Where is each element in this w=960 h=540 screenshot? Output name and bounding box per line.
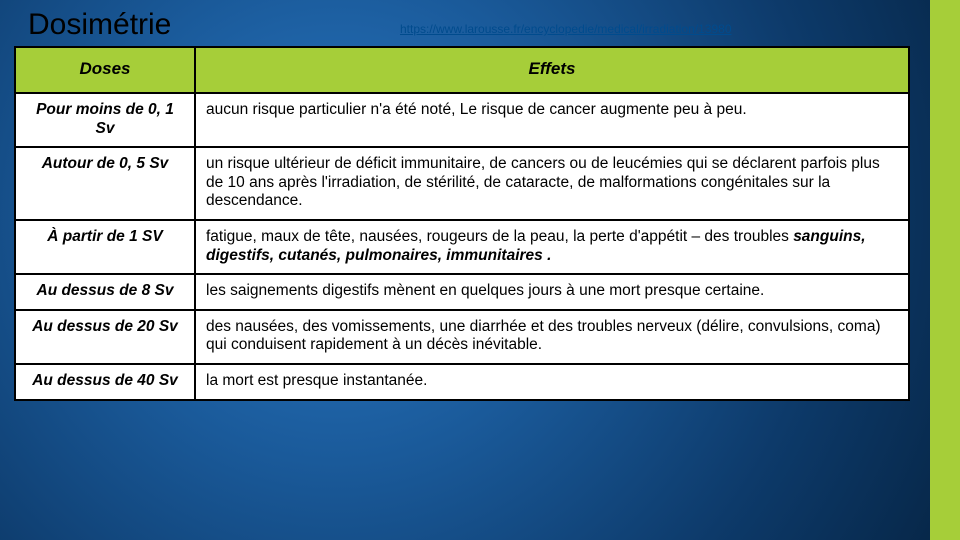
table-row: Au dessus de 40 Sv la mort est presque in… [15, 364, 909, 400]
effect-text: la mort est presque instantanée. [206, 372, 427, 389]
effect-cell: les saignements digestifs mènent en quel… [195, 274, 909, 310]
effect-cell: un risque ultérieur de déficit immunitai… [195, 147, 909, 220]
effect-cell: des nausées, des vomissements, une diarr… [195, 310, 909, 364]
effect-text: des nausées, des vomissements, une diarr… [206, 318, 881, 354]
effect-text: fatigue, maux de tête, nausées, rougeurs… [206, 228, 793, 245]
col-effets: Effets [195, 47, 909, 93]
table-header-row: Doses Effets [15, 47, 909, 93]
effect-cell: la mort est presque instantanée. [195, 364, 909, 400]
effect-cell: aucun risque particulier n'a été noté, L… [195, 93, 909, 147]
effect-text: les saignements digestifs mènent en quel… [206, 282, 764, 299]
dosimetry-table: Doses Effets Pour moins de 0, 1 Sv aucun … [14, 46, 910, 401]
effect-cell: fatigue, maux de tête, nausées, rougeurs… [195, 220, 909, 274]
table-row: Au dessus de 20 Sv des nausées, des vomis… [15, 310, 909, 364]
dose-cell: À partir de 1 SV [15, 220, 195, 274]
source-link[interactable]: https://www.larousse.fr/encyclopedie/med… [400, 22, 732, 36]
header: Dosimétrie https://www.larousse.fr/encyc… [0, 0, 960, 46]
accent-bar [930, 0, 960, 540]
col-doses: Doses [15, 47, 195, 93]
dose-cell: Au dessus de 8 Sv [15, 274, 195, 310]
table-row: Autour de 0, 5 Svun risque ultérieur de … [15, 147, 909, 220]
table-row: Au dessus de 8 Sv les saignements digesti… [15, 274, 909, 310]
dose-cell: Au dessus de 20 Sv [15, 310, 195, 364]
effect-text: un risque ultérieur de déficit immunitai… [206, 155, 880, 209]
table-row: Pour moins de 0, 1 Sv aucun risque partic… [15, 93, 909, 147]
page-title: Dosimétrie [28, 8, 171, 42]
dose-cell: Pour moins de 0, 1 Sv [15, 93, 195, 147]
table-body: Pour moins de 0, 1 Sv aucun risque partic… [15, 93, 909, 400]
dose-cell: Au dessus de 40 Sv [15, 364, 195, 400]
effect-text: aucun risque particulier n'a été noté, L… [206, 101, 747, 118]
dose-cell: Autour de 0, 5 Sv [15, 147, 195, 220]
table-row: À partir de 1 SV fatigue, maux de tête, n… [15, 220, 909, 274]
